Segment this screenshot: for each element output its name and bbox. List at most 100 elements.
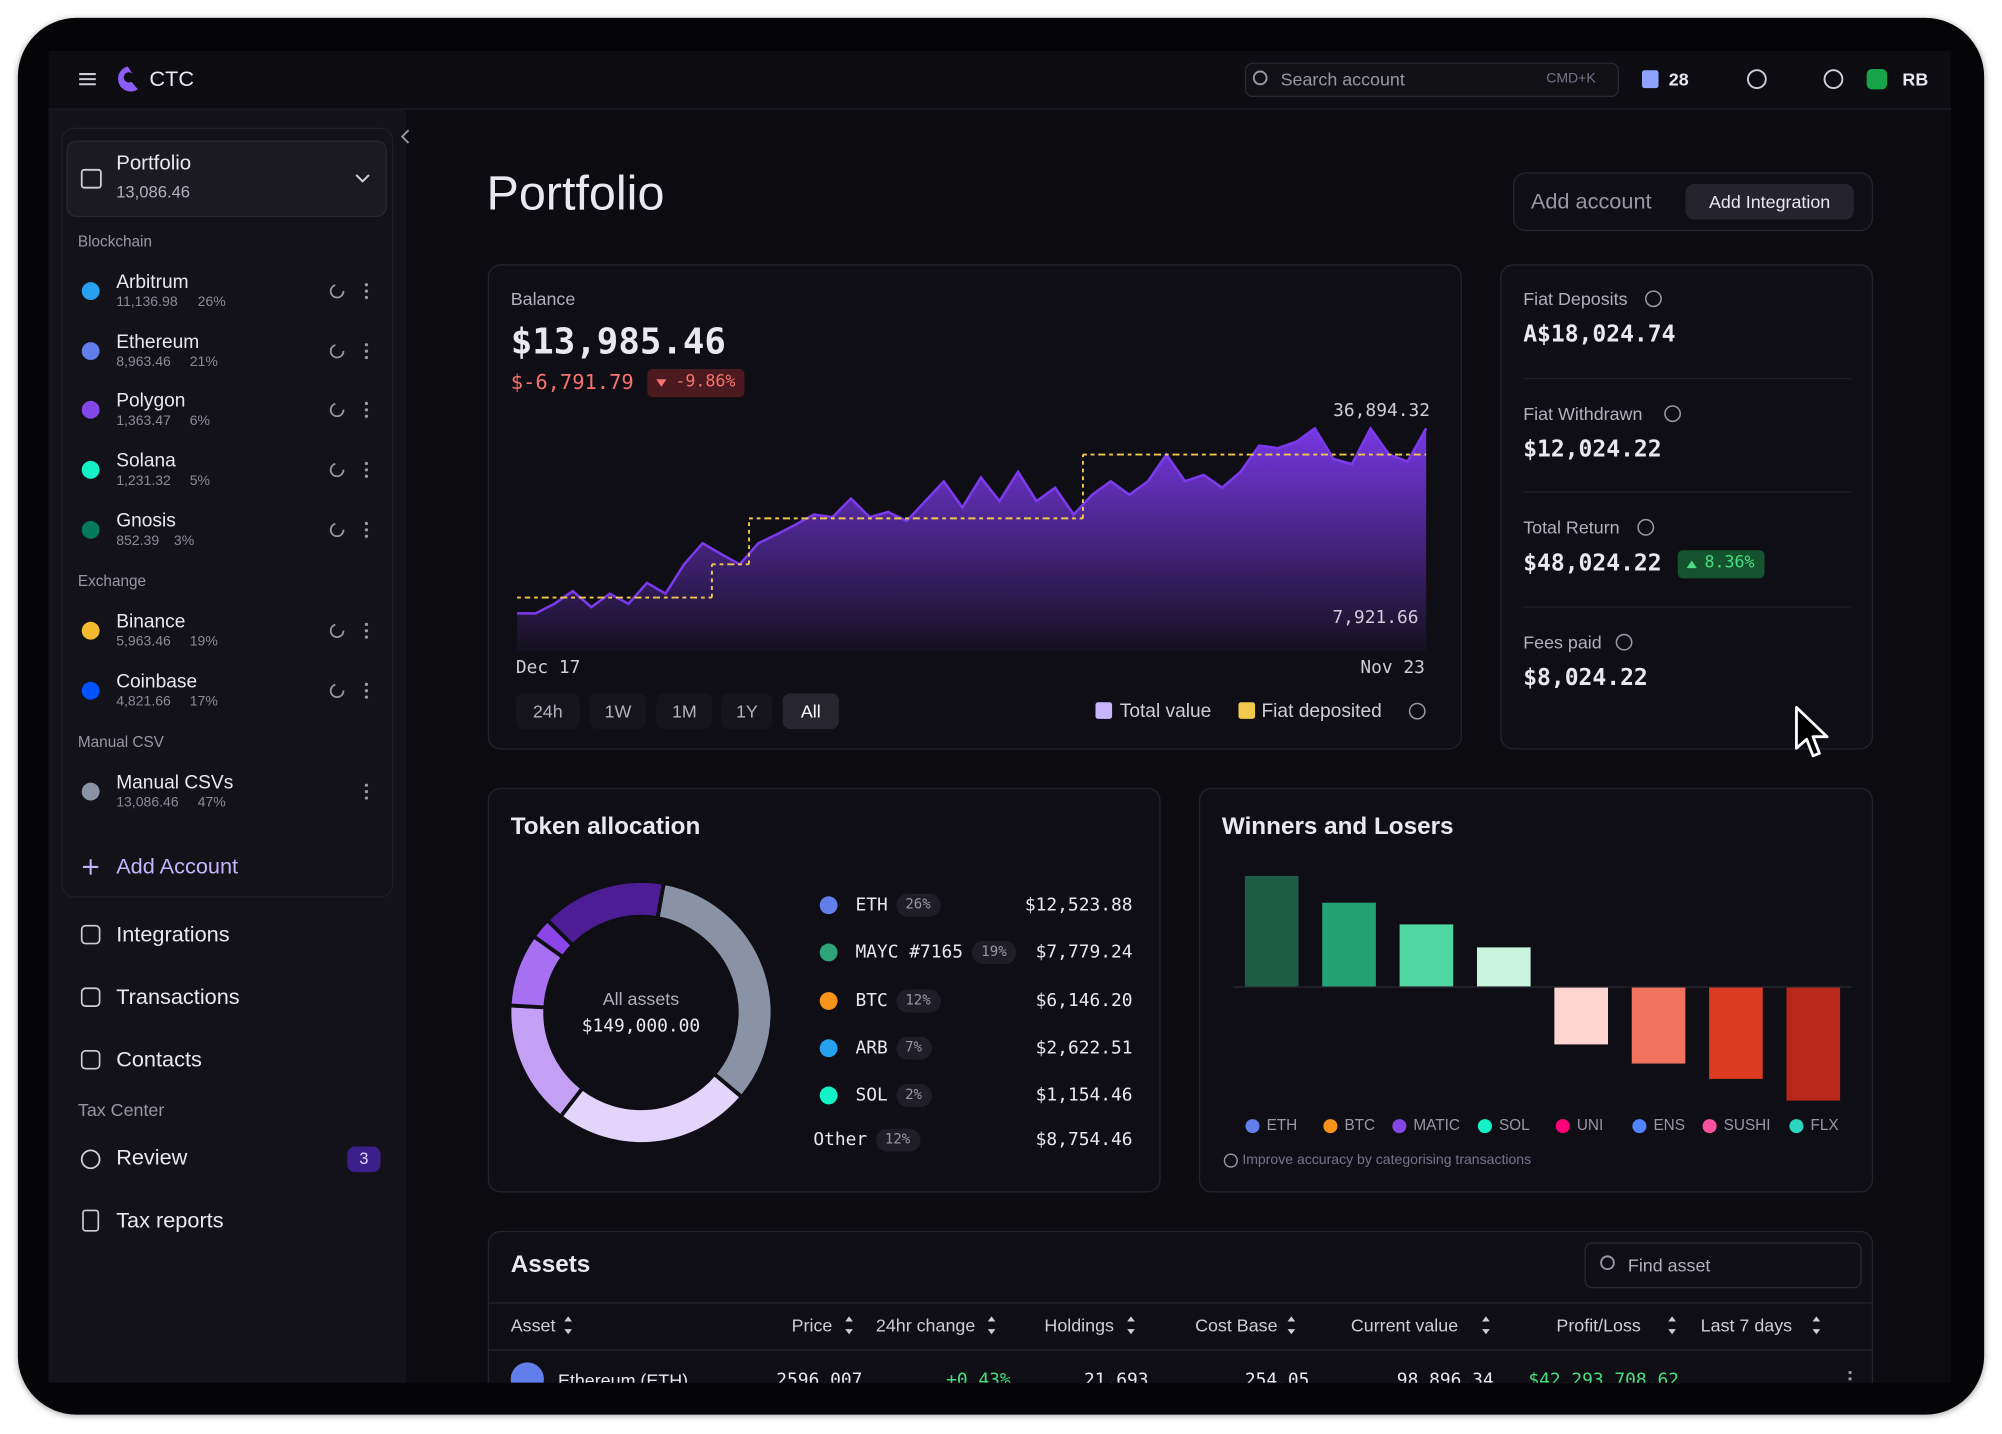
account-share: 17%: [189, 694, 218, 710]
find-asset-placeholder[interactable]: Find asset: [1627, 1255, 1711, 1276]
account-value: 4,821.66: [116, 694, 171, 710]
column-header[interactable]: Current value: [1350, 1315, 1459, 1336]
x-end-label: Nov 23: [1360, 657, 1425, 678]
account-icon: [81, 782, 100, 801]
account-name[interactable]: Polygon: [116, 389, 186, 412]
bar: [1399, 924, 1454, 987]
stat-value: $8,024.22: [1523, 664, 1648, 692]
section-title: Tax Center: [77, 1099, 165, 1120]
table-divider: [487, 1302, 1874, 1304]
nav-item[interactable]: Contacts: [116, 1047, 202, 1072]
divider: [1523, 606, 1852, 608]
column-header[interactable]: Price: [791, 1315, 833, 1336]
nav-item[interactable]: Transactions: [116, 984, 240, 1009]
token-share: 12%: [905, 991, 931, 1009]
search-placeholder[interactable]: Search account: [1280, 68, 1405, 90]
legend-label: MATIC: [1413, 1116, 1460, 1134]
search-icon: [1252, 70, 1268, 86]
menu-dot: [364, 349, 369, 353]
cell: 98,896.34: [1396, 1369, 1494, 1383]
account-name[interactable]: Arbitrum: [116, 271, 189, 293]
menu-dot: [364, 682, 369, 687]
token-name: Other: [813, 1129, 868, 1151]
range-label[interactable]: 24h: [532, 700, 563, 722]
note: Improve accuracy by categorising transac…: [1242, 1152, 1532, 1168]
legend-label: ETH: [1266, 1116, 1298, 1134]
donut-segment: [544, 879, 667, 948]
account-name[interactable]: Coinbase: [116, 670, 198, 693]
account-name[interactable]: Manual CSVs: [116, 771, 234, 794]
account-value: 11,136.98: [116, 294, 178, 310]
notification-count[interactable]: 28: [1668, 68, 1689, 90]
column-header[interactable]: Asset: [510, 1315, 556, 1336]
range-label[interactable]: All: [800, 700, 821, 722]
nav-item[interactable]: Review: [116, 1145, 188, 1170]
range-label[interactable]: 1Y: [735, 700, 758, 722]
column-header[interactable]: Last 7 days: [1700, 1315, 1793, 1336]
token-name: ETH: [855, 894, 888, 916]
nav-icon: [80, 1049, 101, 1070]
share-pill: [895, 989, 941, 1013]
account-name[interactable]: Gnosis: [116, 509, 176, 532]
account-value: 852.39: [116, 533, 160, 549]
column-header[interactable]: Cost Base: [1195, 1315, 1278, 1336]
sidebar: [48, 109, 407, 1383]
account-name[interactable]: Binance: [116, 610, 186, 633]
legend-icon: [1392, 1119, 1407, 1134]
user-initials[interactable]: RB: [1902, 68, 1929, 90]
account-share: 5%: [189, 473, 211, 489]
token-share: 7%: [905, 1038, 923, 1056]
account-name[interactable]: Ethereum: [116, 331, 200, 353]
account-icon: [81, 282, 100, 301]
menu-dot: [364, 468, 369, 472]
range-label[interactable]: 1M: [671, 700, 697, 722]
token-name: ARB: [855, 1037, 888, 1059]
token-share: 12%: [884, 1130, 911, 1148]
nav-item[interactable]: Integrations: [116, 922, 230, 947]
stat-change: 8.36%: [1704, 554, 1755, 574]
token-amount: $2,622.51: [1035, 1037, 1133, 1059]
search-box[interactable]: [1244, 62, 1619, 98]
column-header[interactable]: Holdings: [1044, 1315, 1114, 1336]
range-button[interactable]: [656, 693, 713, 730]
balance-change: $-6,791.79: [510, 370, 634, 395]
max-label: 36,894.32: [1333, 400, 1431, 421]
legend-icon: [1323, 1119, 1338, 1134]
menu-dot: [364, 789, 369, 794]
refresh-icon: [329, 402, 345, 418]
menu-dot: [364, 408, 369, 412]
stat-label: Total Return: [1523, 517, 1620, 538]
range-button[interactable]: [782, 693, 839, 730]
cell: 2596.007: [776, 1369, 863, 1383]
add-account-link[interactable]: Add Account: [116, 854, 239, 879]
area-line: [517, 425, 1428, 615]
account-name[interactable]: Solana: [116, 449, 176, 472]
bar: [1709, 986, 1763, 1079]
nav-item[interactable]: Tax reports: [116, 1208, 224, 1233]
asset-icon: [510, 1362, 544, 1383]
menu-dot: [364, 796, 369, 800]
portfolio-selector[interactable]: [66, 140, 387, 218]
column-header[interactable]: 24hr change: [875, 1315, 976, 1336]
add-account-button[interactable]: Add account: [1530, 189, 1652, 214]
range-label[interactable]: 1W: [604, 700, 632, 722]
share-pill: [895, 893, 941, 917]
find-asset-box[interactable]: [1584, 1242, 1862, 1289]
refresh-icon: [329, 522, 345, 538]
token-name: MAYC #7165: [855, 942, 964, 963]
account-share: 3%: [173, 533, 195, 549]
range-button[interactable]: [721, 693, 773, 730]
account-icon: [81, 681, 100, 700]
add-integration-button[interactable]: [1685, 183, 1854, 220]
column-header[interactable]: Profit/Loss: [1556, 1315, 1641, 1336]
sort-icon: [1127, 1316, 1135, 1335]
legend-icon: [1477, 1119, 1492, 1134]
card-title: Assets: [510, 1251, 591, 1279]
range-button[interactable]: [589, 693, 647, 730]
account-value: 1,363.47: [116, 413, 171, 429]
donut-total: $149,000.00: [581, 1016, 701, 1037]
add-integration-label[interactable]: Add Integration: [1709, 191, 1831, 212]
legend-icon: [1789, 1119, 1804, 1134]
cell: 254.05: [1244, 1369, 1310, 1383]
range-button[interactable]: [515, 693, 580, 730]
